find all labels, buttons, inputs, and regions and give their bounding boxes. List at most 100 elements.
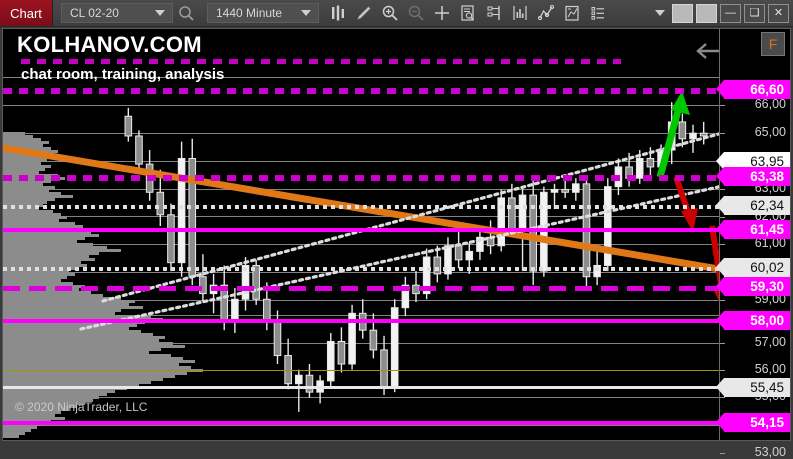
price-tag[interactable]: 55,45 <box>716 378 790 397</box>
copyright-notice: © 2020 NinjaTrader, LLC <box>15 400 148 414</box>
toolbar: Chart CL 02-20 1440 Minute <box>0 0 793 27</box>
level-66-60[interactable] <box>3 88 719 94</box>
price-tag[interactable]: 58,00 <box>716 311 790 330</box>
gridline-66 <box>3 77 719 78</box>
format-axis-button[interactable]: F <box>761 32 785 56</box>
price-axis[interactable]: F 66,00 65,00 63,00 62,00 61,00 59,00 57,00 56,… <box>716 29 790 459</box>
axis-tickmark <box>720 397 725 398</box>
candlestick <box>699 121 708 145</box>
axis-tick-label: 53,00 <box>754 445 786 459</box>
chevron-down-icon <box>155 10 165 16</box>
level-62-34[interactable] <box>3 205 719 209</box>
gridline-60 <box>3 244 719 245</box>
price-tag[interactable]: 63,95 <box>716 152 790 171</box>
axis-tickmark <box>720 217 725 218</box>
ascending-channel-upper[interactable] <box>101 122 719 303</box>
candlestick <box>603 178 612 272</box>
gridline-54 <box>3 425 719 426</box>
candlestick <box>199 254 207 303</box>
candlestick <box>294 369 303 412</box>
candlestick <box>476 228 484 260</box>
axis-tick-label: 66,00 <box>754 97 786 111</box>
data-box-icon[interactable] <box>455 1 481 25</box>
watermark: KOLHANOV.COM chat room, training, analys… <box>17 33 621 83</box>
level-59-30[interactable] <box>3 286 719 291</box>
level-55-45[interactable] <box>3 386 719 389</box>
price-tag[interactable]: 63,38 <box>716 167 790 186</box>
overflow-caret-icon[interactable] <box>655 10 665 16</box>
axis-tickmark <box>720 370 725 371</box>
chart-tab[interactable]: Chart <box>0 0 53 26</box>
candlestick <box>678 113 687 148</box>
price-tag[interactable]: 62,34 <box>716 196 790 215</box>
axis-tick-label: 61,00 <box>754 236 786 250</box>
search-icon[interactable] <box>173 1 199 25</box>
interval-label: 1440 Minute <box>216 6 283 20</box>
axis-tickmark <box>720 105 725 106</box>
chart-plot-area[interactable]: KOLHANOV.COM chat room, training, analys… <box>3 29 719 440</box>
bullish-arrow[interactable] <box>656 91 690 178</box>
candlestick <box>326 333 335 387</box>
candlestick <box>284 338 292 390</box>
candlestick <box>337 327 346 373</box>
maximize-button[interactable]: ❑ <box>744 3 765 23</box>
axis-tickmark <box>720 453 725 454</box>
price-tag[interactable]: 60,02 <box>716 258 790 277</box>
price-tag[interactable]: 54,15 <box>716 413 790 432</box>
axis-tick-label: 57,00 <box>754 335 786 349</box>
poc-line[interactable] <box>3 370 719 371</box>
candlestick <box>433 245 442 283</box>
level-54-15[interactable] <box>3 421 719 425</box>
restore-group-button-1[interactable] <box>672 3 693 23</box>
drawing-pencil-icon[interactable] <box>351 1 377 25</box>
gridline-57 <box>3 343 719 344</box>
gridline-63 <box>3 161 719 162</box>
list-icon[interactable] <box>585 1 611 25</box>
bar-type-icon[interactable] <box>325 1 351 25</box>
back-arrow-icon[interactable] <box>693 41 719 61</box>
zoom-out-icon[interactable] <box>403 1 429 25</box>
gridline-55 <box>3 397 719 398</box>
chart-frame: KOLHANOV.COM chat room, training, analys… <box>2 28 791 459</box>
chart-trader-icon[interactable] <box>559 1 585 25</box>
axis-tick-label: 65,00 <box>754 125 786 139</box>
watermark-subtitle: chat room, training, analysis <box>21 66 225 83</box>
restore-group-button-2[interactable] <box>696 3 717 23</box>
minimize-button[interactable]: — <box>720 3 741 23</box>
price-tag[interactable]: 66,60 <box>716 80 790 99</box>
ascending-channel-lower[interactable] <box>79 177 719 331</box>
strategy-icon[interactable] <box>533 1 559 25</box>
candlestick <box>135 130 143 173</box>
chevron-down-icon <box>301 10 311 16</box>
candlestick <box>689 124 697 153</box>
axis-tickmark <box>720 343 725 344</box>
candlestick <box>124 107 133 142</box>
price-tag[interactable]: 61,45 <box>716 220 790 239</box>
gridline-58 <box>3 300 719 301</box>
level-60-02[interactable] <box>3 267 719 271</box>
interval-selector[interactable]: 1440 Minute <box>207 3 319 23</box>
zoom-in-icon[interactable] <box>377 1 403 25</box>
candlestick <box>561 181 569 198</box>
gridline-61 <box>3 216 719 217</box>
level-58-00[interactable] <box>3 319 719 323</box>
axis-tickmark <box>720 133 725 134</box>
gridline-59 <box>3 272 719 273</box>
candlestick <box>167 203 175 272</box>
level-63-38[interactable] <box>3 175 719 181</box>
gridline-65 <box>3 105 719 106</box>
axis-tickmark <box>720 300 725 301</box>
watermark-title: KOLHANOV.COM <box>17 32 202 57</box>
price-tag[interactable]: 59,30 <box>716 277 790 296</box>
level-61-45[interactable] <box>3 228 719 232</box>
close-button[interactable]: ✕ <box>768 3 789 23</box>
candlestick <box>177 141 186 277</box>
candlestick <box>348 304 356 370</box>
crosshair-icon[interactable] <box>429 1 455 25</box>
indicator-icon[interactable] <box>507 1 533 25</box>
candlestick <box>572 178 580 201</box>
instrument-selector[interactable]: CL 02-20 <box>61 3 173 23</box>
timeframe-icon[interactable] <box>481 1 507 25</box>
axis-tickmark <box>720 244 725 245</box>
axis-tickmark <box>720 189 725 190</box>
